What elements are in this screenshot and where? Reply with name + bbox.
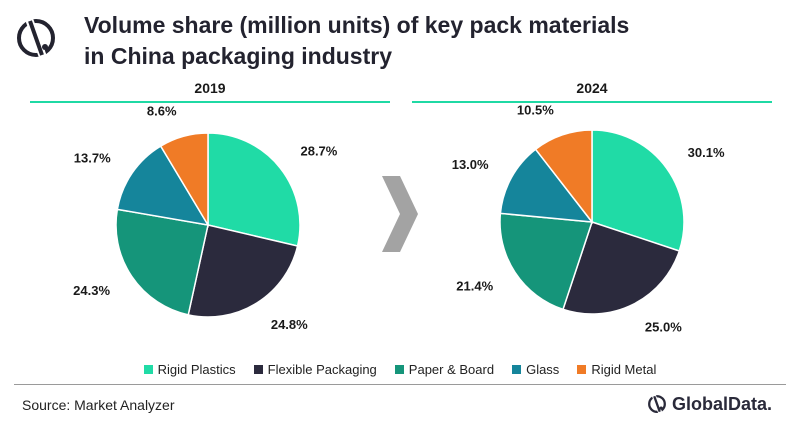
legend-swatch (394, 365, 404, 374)
brand-logo: GlobalData. (646, 393, 772, 415)
pie-slice-2019-paper-board (115, 208, 209, 316)
pie-slice-2024-glass (499, 148, 594, 223)
data-label-2024-paper-board: 21.4% (456, 278, 493, 293)
legend: Rigid Plastics Flexible Packaging Paper & … (0, 362, 800, 377)
pie-slice-2019-rigid-plastics (207, 132, 301, 247)
legend-label: Glass (526, 362, 560, 377)
legend-swatch (512, 365, 522, 374)
panel-divider-2019 (30, 101, 390, 103)
data-label-2019-glass: 13.7% (74, 150, 111, 165)
pie-slice-2019-glass (116, 145, 210, 227)
legend-label: Rigid Plastics (157, 362, 236, 377)
pie-slice-2024-rigid-plastics (591, 129, 685, 252)
data-label-2024-glass: 13.0% (452, 157, 489, 172)
data-label-2024-rigid-metal: 10.5% (517, 102, 554, 117)
title-line-2: in China packaging industry (84, 43, 392, 69)
data-label-2019-paper-board: 24.3% (73, 283, 110, 298)
legend-item-paper-board: Paper & Board (394, 362, 495, 377)
panel-title-2019: 2019 (194, 80, 226, 96)
pie-slice-2019-rigid-metal (159, 132, 209, 228)
data-label-2019-rigid-plastics: 28.7% (300, 144, 337, 159)
legend-swatch (577, 365, 587, 374)
data-label-2024-rigid-plastics: 30.1% (688, 145, 725, 160)
chart-title: Volume share (million units) of key pack… (84, 10, 704, 72)
data-label-2019-rigid-metal: 8.6% (147, 103, 177, 118)
legend-swatch (253, 365, 263, 374)
pie-slice-2024-rigid-metal (534, 129, 593, 225)
legend-label: Paper & Board (408, 362, 495, 377)
pie-slice-2024-paper-board (499, 212, 594, 311)
chevron-arrow-icon (382, 176, 418, 252)
globaldata-logo-icon (17, 17, 55, 59)
source-note: Source: Market Analyzer (22, 397, 175, 413)
legend-label: Flexible Packaging (267, 362, 377, 377)
title-line-1: Volume share (million units) of key pack… (84, 12, 630, 38)
legend-item-rigid-plastics: Rigid Plastics (143, 362, 236, 377)
legend-swatch (143, 365, 153, 374)
legend-label: Rigid Metal (591, 362, 657, 377)
data-label-2024-flexible-packaging: 25.0% (645, 319, 682, 334)
footer-divider (14, 384, 786, 385)
legend-item-flexible-packaging: Flexible Packaging (253, 362, 377, 377)
pie-slice-2024-flexible-packaging (562, 221, 681, 315)
panel-title-2024: 2024 (576, 80, 608, 96)
pie-slice-2019-flexible-packaging (187, 224, 299, 318)
legend-item-rigid-metal: Rigid Metal (577, 362, 656, 377)
brand-name: GlobalData. (671, 393, 772, 414)
data-label-2019-flexible-packaging: 24.8% (271, 317, 308, 332)
legend-item-glass: Glass (512, 362, 559, 377)
panel-divider-2024 (412, 101, 772, 103)
globaldata-small-icon (648, 394, 666, 414)
